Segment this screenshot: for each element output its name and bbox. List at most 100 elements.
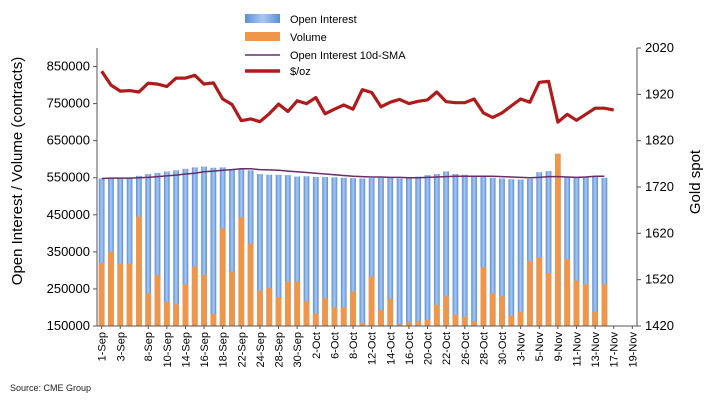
x-tick-label: 2-Oct — [311, 332, 323, 359]
volume-bar — [489, 293, 496, 326]
volume-bar — [145, 293, 152, 326]
right-tick-label: 1920 — [645, 86, 674, 101]
open-interest-bar — [461, 174, 468, 326]
open-interest-bar — [387, 177, 394, 326]
volume-bar — [499, 296, 505, 326]
legend-label: Open Interest — [290, 14, 357, 26]
volume-bar — [517, 311, 524, 326]
volume-bar — [312, 313, 319, 326]
x-axis-ticks: 1-Sep 3-Sep 8-Sep 10-Sep 14-Sep 16-Sep 18-Sep 2… — [97, 326, 639, 367]
open-interest-bar — [480, 176, 487, 326]
volume-bar — [154, 275, 161, 326]
volume-bar — [480, 267, 487, 326]
volume-bar — [387, 298, 394, 326]
volume-bar — [424, 319, 431, 326]
right-tick-label: 1720 — [645, 179, 674, 194]
x-tick-label: 14-Sep — [180, 332, 192, 367]
open-interest-bar — [424, 175, 431, 326]
open-interest-bar — [284, 175, 291, 326]
open-interest-bar — [368, 178, 375, 326]
x-tick-label: 11-Nov — [571, 332, 583, 367]
left-tick-label: 850000 — [47, 59, 90, 74]
volume-bar — [350, 291, 356, 326]
x-tick-label: 18-Sep — [218, 332, 230, 367]
x-tick-label: 3-Sep — [115, 332, 127, 361]
volume-bar — [536, 257, 543, 326]
volume-bar — [247, 243, 254, 326]
volume-bar — [182, 284, 189, 326]
volume-bar — [368, 276, 375, 326]
open-interest-bar — [154, 172, 161, 326]
volume-bar — [331, 307, 338, 326]
x-tick-label: 30-Sep — [292, 332, 304, 367]
x-tick-label: 9-Nov — [553, 332, 565, 362]
volume-bar — [554, 153, 561, 326]
right-axis-ticks: 1420 1520 1620 1720 1820 1920 2020 — [637, 40, 674, 333]
x-tick-label: 16-Oct — [404, 332, 416, 365]
open-interest-bar — [191, 167, 198, 326]
x-tick-label: 20-Oct — [423, 332, 435, 365]
open-interest-bar — [582, 176, 589, 326]
legend-label: Volume — [290, 32, 327, 44]
open-interest-bar — [275, 174, 282, 326]
open-interest-bar — [229, 169, 235, 326]
volume-bar — [592, 311, 598, 326]
open-interest-bar — [443, 171, 450, 326]
right-tick-label: 1420 — [645, 318, 674, 333]
left-axis-ticks: 150000 250000 350000 450000 550000 650000 7500… — [47, 59, 97, 333]
volume-bar — [303, 301, 310, 326]
volume-bar — [433, 304, 440, 326]
volume-bar — [573, 280, 580, 326]
open-interest-bar — [378, 177, 384, 326]
oi-sma-line — [101, 168, 605, 180]
open-interest-bar — [322, 176, 328, 326]
open-interest-bar — [257, 174, 263, 326]
volume-bar — [359, 323, 366, 326]
volume-bar — [545, 272, 552, 326]
x-tick-label: 28-Oct — [478, 332, 490, 365]
open-interest-bar — [396, 178, 403, 326]
left-tick-label: 150000 — [47, 318, 90, 333]
open-interest-bar — [545, 171, 552, 326]
open-interest-bar — [601, 177, 608, 326]
volume-bar — [508, 315, 515, 326]
open-interest-bar — [508, 179, 515, 326]
legend-label: Open Interest 10d-SMA — [290, 50, 406, 62]
x-tick-label: 22-Oct — [441, 332, 453, 365]
open-interest-bar — [573, 177, 580, 326]
open-interest-bar — [536, 172, 543, 326]
volume-bar — [219, 228, 226, 326]
open-interest-bar — [182, 168, 189, 326]
legend: Open Interest Volume Open Interest 10d-SMA… — [245, 14, 406, 78]
open-interest-bar — [312, 176, 319, 326]
volume-bar — [238, 217, 245, 326]
open-interest-bar — [350, 178, 356, 326]
legend-swatch — [245, 32, 280, 41]
volume-bar — [191, 266, 198, 326]
volume-bar — [415, 321, 422, 326]
open-interest-bar — [98, 178, 105, 326]
volume-bar — [340, 307, 347, 326]
x-tick-label: 6-Oct — [329, 332, 341, 359]
x-tick-label: 14-Oct — [385, 332, 397, 365]
open-interest-bar — [592, 176, 598, 326]
x-tick-label: 24-Sep — [255, 332, 267, 367]
left-tick-label: 250000 — [47, 281, 90, 296]
volume-bar — [210, 314, 217, 326]
volume-bar — [406, 322, 412, 326]
open-interest-bar — [173, 170, 180, 326]
open-interest-bar — [266, 174, 273, 326]
right-tick-label: 1520 — [645, 272, 674, 287]
x-tick-label: 28-Sep — [274, 332, 286, 367]
open-interest-bar — [303, 176, 310, 326]
open-interest-bar — [564, 176, 571, 326]
open-interest-bar — [331, 177, 338, 326]
left-tick-label: 550000 — [47, 170, 90, 185]
x-tick-label: 12-Oct — [367, 332, 379, 365]
right-tick-label: 1820 — [645, 133, 674, 148]
volume-bar — [163, 301, 170, 326]
right-tick-label: 1620 — [645, 225, 674, 240]
volume-bar — [471, 321, 477, 326]
open-interest-bar — [294, 176, 301, 326]
volume-bar — [322, 298, 328, 326]
